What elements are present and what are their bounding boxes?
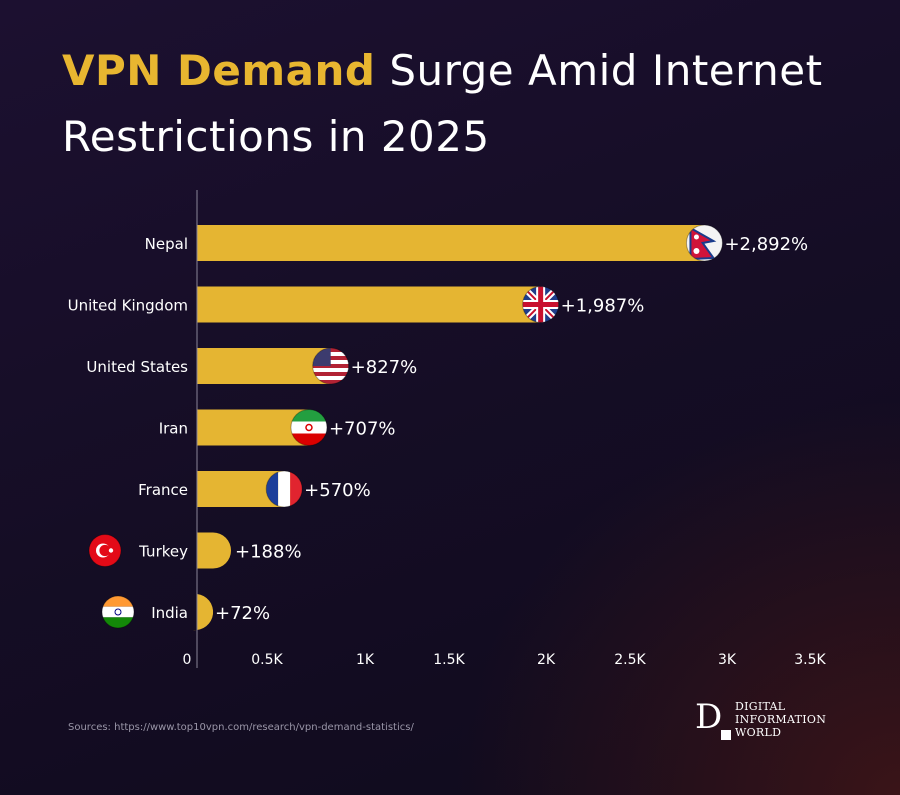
bar-united-states [197, 348, 347, 384]
value-label: +1,987% [561, 296, 645, 317]
x-tick-label: 2K [537, 652, 556, 668]
chart-title: VPN Demand Surge Amid Internet Restricti… [62, 46, 823, 161]
bar-iran [197, 409, 325, 446]
value-label: +188% [235, 542, 302, 563]
bar-india [193, 594, 214, 631]
bar-nepal [197, 225, 721, 261]
category-label: India [151, 604, 188, 622]
category-label: Nepal [145, 235, 188, 253]
x-tick-label: 0 [183, 652, 192, 668]
category-label: France [138, 481, 188, 499]
x-tick-label: 1K [356, 652, 375, 668]
iran-flag-icon [290, 409, 328, 446]
us-flag-icon [312, 347, 350, 385]
category-label: United States [86, 358, 188, 376]
nepal-flag-icon [685, 224, 723, 262]
category-label: United Kingdom [68, 297, 188, 315]
bar-turkey [197, 532, 232, 569]
value-label: +72% [215, 603, 270, 624]
digital-information-world-logo: D DIGITAL INFORMATION WORLD [695, 697, 827, 740]
x-tick-label: 3.5K [794, 652, 826, 668]
category-label: Turkey [138, 543, 188, 561]
x-tick-label: 1.5K [433, 652, 465, 668]
category-label: Iran [159, 420, 188, 438]
x-tick-label: 0.5K [251, 652, 283, 668]
source-text: Sources: https://www.top10vpn.com/resear… [68, 722, 414, 733]
turkey-flag-icon [88, 534, 122, 567]
value-label: +2,892% [724, 234, 808, 255]
value-label: +570% [304, 480, 371, 501]
uk-flag-icon [522, 286, 560, 323]
x-tick-label: 3K [718, 652, 737, 668]
x-tick-label: 2.5K [614, 652, 646, 668]
bar-united-kingdom [197, 286, 557, 323]
value-label: +707% [329, 419, 396, 440]
india-flag-icon [101, 595, 135, 629]
france-flag-icon [265, 470, 303, 508]
value-label: +827% [351, 357, 418, 378]
